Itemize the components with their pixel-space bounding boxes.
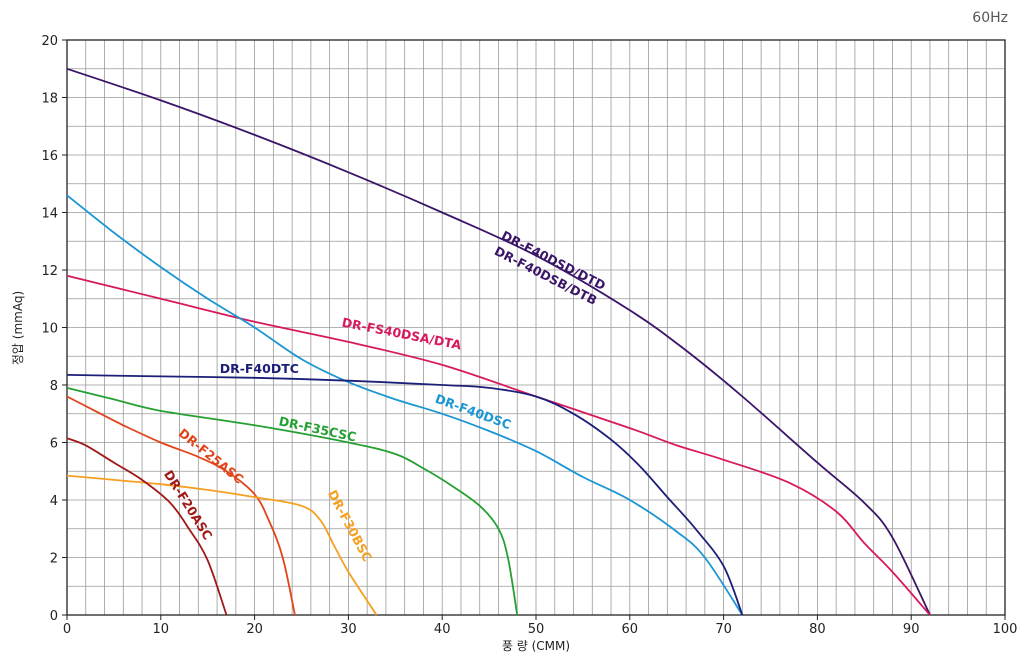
y-axis-title: 정압 (mmAq) [11, 291, 25, 365]
y-tick-label: 18 [41, 92, 58, 107]
curve-label: DR-F30BSC [325, 487, 375, 564]
series-line [66, 437, 228, 616]
x-tick-label: 10 [153, 622, 170, 637]
curve-label-group: DR-F20ASC [161, 467, 216, 542]
y-tick-label: 14 [41, 207, 58, 222]
curve-label-group: DR-F40DSC [433, 391, 513, 432]
y-tick-label: 12 [41, 264, 58, 279]
series-line [66, 387, 519, 616]
x-tick-label: 40 [434, 622, 451, 637]
series-group [66, 67, 931, 616]
x-tick-label: 80 [809, 622, 826, 637]
series-line [66, 67, 931, 616]
curve-label: DR-F40DTC [220, 361, 299, 376]
curve-label-group: DR-F30BSC [325, 487, 375, 564]
plot-grid [67, 40, 1005, 615]
y-tick-label: 20 [41, 34, 58, 49]
y-tick-label: 4 [50, 494, 58, 509]
series-line [66, 395, 296, 616]
series-line [66, 274, 931, 616]
curve-label-group: DR-FS40DSA/DTA [341, 315, 463, 353]
y-tick-label: 16 [41, 149, 58, 164]
x-tick-label: 20 [246, 622, 263, 637]
x-tick-label: 70 [715, 622, 732, 637]
curve-label: DR-FS40DSA/DTA [341, 315, 463, 353]
curve-label-group: DR-F35CSC [278, 413, 358, 444]
frequency-label: 60Hz [972, 10, 1008, 26]
y-tick-label: 2 [50, 552, 58, 567]
x-tick-label: 100 [993, 622, 1018, 637]
y-tick-label: 6 [50, 437, 58, 452]
x-axis-title: 풍 량 (CMM) [502, 639, 570, 653]
curve-label-group: DR-F40DTC [220, 361, 299, 376]
y-tick-label: 10 [41, 322, 58, 337]
x-tick-label: 50 [528, 622, 545, 637]
y-tick-label: 0 [50, 609, 58, 624]
x-tick-label: 90 [903, 622, 920, 637]
axis-ticks: 0 10 20 30 40 50 60 70 80 90 100 0 2 4 6 8 10 12 14 16 18 20 [41, 34, 1017, 637]
x-tick-label: 0 [63, 622, 71, 637]
y-tick-label: 8 [50, 379, 58, 394]
x-tick-label: 30 [340, 622, 357, 637]
x-tick-label: 60 [622, 622, 639, 637]
series-line [66, 194, 744, 616]
curve-label: DR-F35CSC [278, 413, 358, 444]
curve-label: DR-F20ASC [161, 467, 216, 542]
curve-label: DR-F40DSC [433, 391, 513, 432]
series-line [66, 474, 378, 616]
series-line [66, 374, 744, 616]
